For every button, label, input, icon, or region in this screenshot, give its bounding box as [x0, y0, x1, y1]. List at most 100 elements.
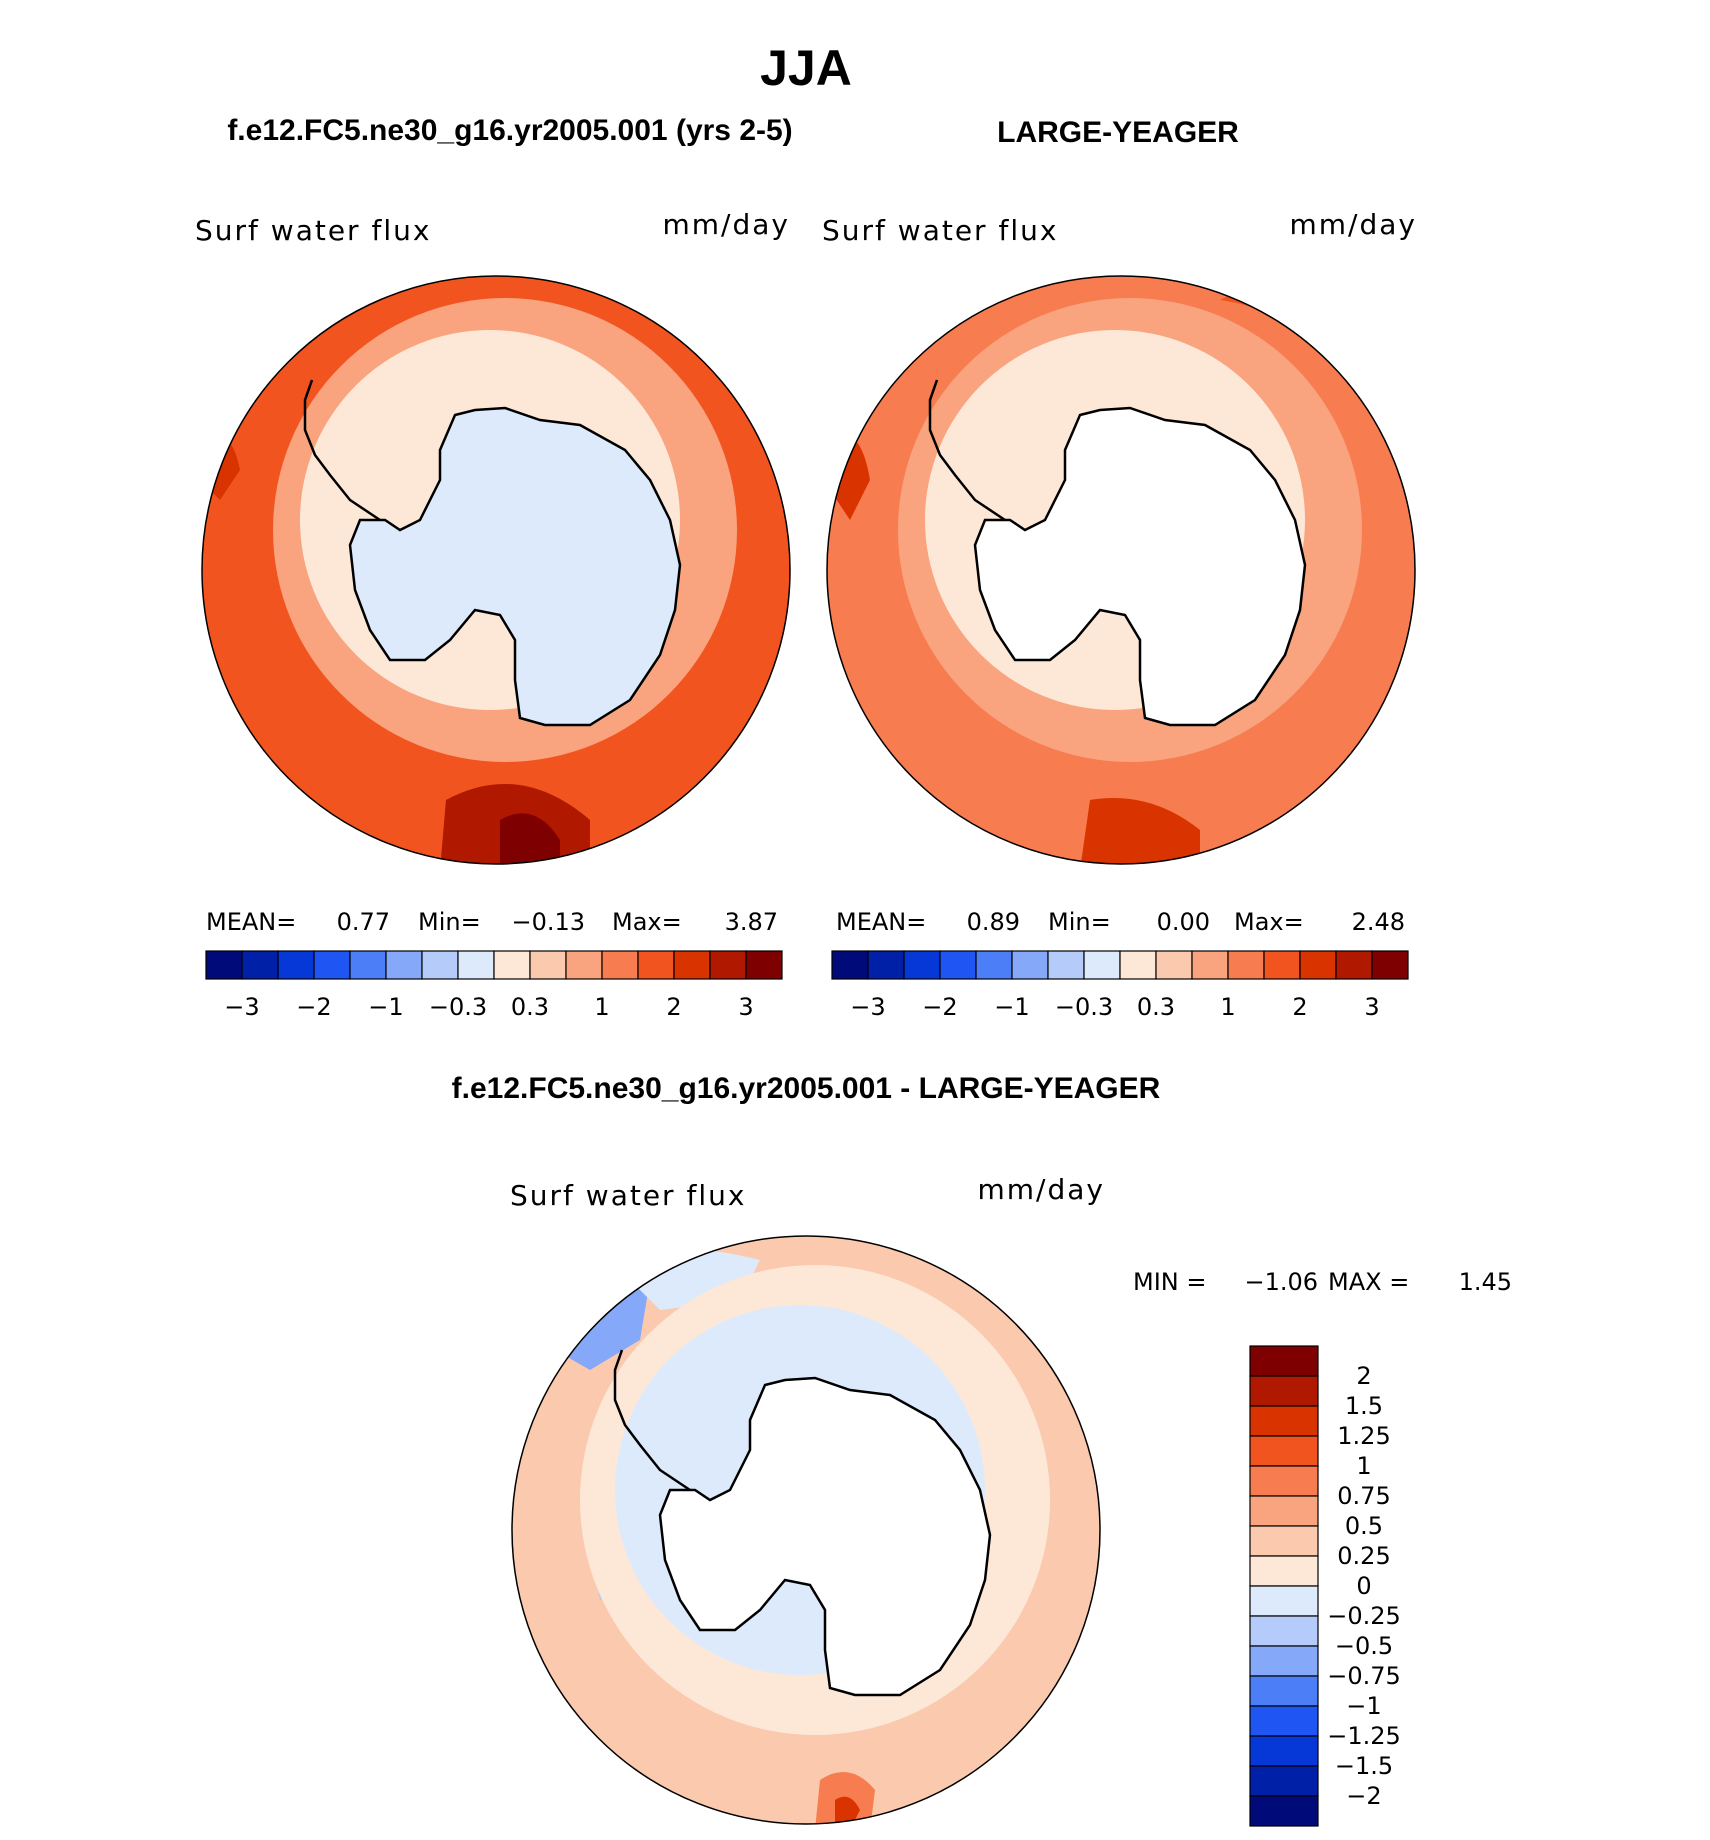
- panel-obs-max-label: Max=: [1234, 908, 1304, 936]
- panel-diff-colorbar-bin: [1249, 1735, 1319, 1767]
- panel-obs-colorbar-tick-label: −0.3: [1055, 993, 1113, 1021]
- panel-obs-colorbar-bin: [1263, 950, 1301, 980]
- panel-model-colorbar-tick-label: 2: [666, 993, 681, 1021]
- panel-model-colorbar-tick-label: 0.3: [511, 993, 549, 1021]
- panel-model-land: [348, 406, 682, 727]
- panel-diff-colorbar-tick-label: 1.25: [1337, 1422, 1390, 1450]
- panel-obs-colorbar-bin: [831, 950, 869, 980]
- panel-model-colorbar-bin: [565, 950, 603, 980]
- panel-obs-peninsula: [928, 379, 1006, 522]
- panel-diff-colorbar-bin: [1249, 1675, 1319, 1707]
- panel-obs-colorbar-bin: [1011, 950, 1049, 980]
- panel-diff-colorbar-bin: [1249, 1525, 1319, 1557]
- panel-model-colorbar-bin: [673, 950, 711, 980]
- panel-diff-colorbar-bin: [1249, 1435, 1319, 1467]
- panel-model-colorbar-bin: [313, 950, 351, 980]
- panel-diff-colorbar-tick-label: 1: [1356, 1452, 1371, 1480]
- panel-model-colorbar-tick-label: 1: [594, 993, 609, 1021]
- panel-model-colorbar-bin: [529, 950, 567, 980]
- panel-model-min-label: Min=: [418, 908, 481, 936]
- panel-diff-colorbar-tick-label: −2: [1346, 1782, 1381, 1810]
- panel-model-colorbar-bin: [457, 950, 495, 980]
- panel-diff-colorbar-tick-label: 2: [1356, 1362, 1371, 1390]
- panel-model-colorbar-bin: [601, 950, 639, 980]
- panel-model-colorbar-bin: [241, 950, 279, 980]
- panel-diff-colorbar-bin: [1249, 1585, 1319, 1617]
- panel-model-mean-value: 0.77: [337, 908, 390, 936]
- panel-model-colorbar-tick-label: −2: [296, 993, 331, 1021]
- panel-diff-max-label: MAX =: [1328, 1268, 1409, 1296]
- panel-diff-colorbar-bin: [1249, 1555, 1319, 1587]
- panel-obs-colorbar-bin: [1155, 950, 1193, 980]
- panel-obs-colorbar-bin: [1371, 950, 1409, 980]
- panel-obs-colorbar-tick-label: 2: [1292, 993, 1307, 1021]
- panel-obs-colorbar-bin: [1119, 950, 1157, 980]
- panel-obs-min-value: 0.00: [1157, 908, 1210, 936]
- panel-obs-colorbar-bin: [1227, 950, 1265, 980]
- panel-model-colorbar-bin: [637, 950, 675, 980]
- panel-obs-colorbar-bin: [1335, 950, 1373, 980]
- panel-diff-variable-label: Surf water flux: [510, 1179, 746, 1212]
- panel-diff-colorbar-tick-label: 0: [1356, 1572, 1371, 1600]
- panel-model-colorbar-bin: [493, 950, 531, 980]
- panel-diff-colorbar-bin: [1249, 1795, 1319, 1827]
- panel-diff-max-value: 1.45: [1459, 1268, 1512, 1296]
- panel-diff-colorbar-tick-label: −1.25: [1327, 1722, 1401, 1750]
- panel-obs-colorbar-bin: [1299, 950, 1337, 980]
- panel-diff-colorbar-bin: [1249, 1345, 1319, 1377]
- panel-diff-colorbar-bin: [1249, 1405, 1319, 1437]
- panel-obs-colorbar-bin: [1191, 950, 1229, 980]
- panel-obs-colorbar-bin: [1047, 950, 1085, 980]
- panel-diff-colorbar-bin: [1249, 1495, 1319, 1527]
- panel-obs-land: [973, 406, 1307, 727]
- panel-obs-colorbar: −3 −2 −1 −0.3 0.3 1 2 3: [831, 950, 1409, 1021]
- panel-model-hotspot: [500, 813, 560, 864]
- panel-obs-colorbar-tick-label: 3: [1364, 993, 1379, 1021]
- panel-diff-land: [658, 1376, 992, 1697]
- panel-diff-colorbar-bin: [1249, 1375, 1319, 1407]
- panel-obs-variable-label: Surf water flux: [822, 214, 1058, 247]
- panel-model: Surf water flux mm/day MEAN= 0.77 Min= −…: [195, 208, 791, 1021]
- panel-diff-colorbar-bin: [1249, 1705, 1319, 1737]
- panel-diff-colorbar-tick-label: −0.5: [1335, 1632, 1393, 1660]
- panel-model-colorbar-bin: [205, 950, 243, 980]
- panel-diff-colorbar-tick-label: −1.5: [1335, 1752, 1393, 1780]
- panel-diff-min-label: MIN =: [1133, 1268, 1206, 1296]
- panel-model-units-label: mm/day: [663, 208, 791, 241]
- panel-diff-min-value: −1.06: [1244, 1268, 1318, 1296]
- panel-obs-mean-label: MEAN=: [836, 908, 926, 936]
- panel-obs: Surf water flux mm/day MEAN= 0.89 Min= 0…: [822, 208, 1418, 1021]
- panel-obs-colorbar-tick-label: −3: [850, 993, 885, 1021]
- panel-diff-colorbar-tick-label: −1: [1346, 1692, 1381, 1720]
- panel-model-colorbar-tick-label: −0.3: [429, 993, 487, 1021]
- panel-obs-min-label: Min=: [1048, 908, 1111, 936]
- panel-model-colorbar-tick-label: −3: [224, 993, 259, 1021]
- panel-obs-mean-value: 0.89: [967, 908, 1020, 936]
- panel-obs-colorbar-tick-label: −2: [922, 993, 957, 1021]
- panel-diff-map-outline: [511, 1235, 1101, 1825]
- panel-obs-colorbar-bin: [867, 950, 905, 980]
- season-title: JJA: [760, 40, 852, 96]
- panel-diff-map: [512, 1236, 1100, 1824]
- panel-model-variable-label: Surf water flux: [195, 214, 431, 247]
- panel-obs-units-label: mm/day: [1290, 208, 1418, 241]
- panel-model-max-value: 3.87: [725, 908, 778, 936]
- panel-obs-colorbar-tick-label: 1: [1220, 993, 1235, 1021]
- panel-obs-colorbar-bin: [903, 950, 941, 980]
- panel-diff-peninsula: [613, 1349, 691, 1492]
- panel-model-colorbar-bin: [277, 950, 315, 980]
- panel-diff-colorbar-tick-label: 1.5: [1345, 1392, 1383, 1420]
- panel-diff-colorbar-bin: [1249, 1765, 1319, 1797]
- panel-obs-hotspot: [1080, 798, 1200, 864]
- panel-model-max-label: Max=: [612, 908, 682, 936]
- panel-diff: Surf water flux mm/day MIN = −1.06 MAX =…: [510, 1173, 1512, 1827]
- panel-model-colorbar-tick-label: −1: [368, 993, 403, 1021]
- panel-diff-colorbar: 21.51.2510.750.50.250−0.25−0.5−0.75−1−1.…: [1249, 1345, 1401, 1827]
- panel-obs-colorbar-tick-label: 0.3: [1137, 993, 1175, 1021]
- panel-diff-colorbar-tick-label: −0.75: [1327, 1662, 1401, 1690]
- panel-diff-colorbar-tick-label: −0.25: [1327, 1602, 1401, 1630]
- panel-model-colorbar-tick-label: 3: [738, 993, 753, 1021]
- panel-model-colorbar: −3 −2 −1 −0.3 0.3 1 2 3: [205, 950, 783, 1021]
- panel-diff-colorbar-bin: [1249, 1645, 1319, 1677]
